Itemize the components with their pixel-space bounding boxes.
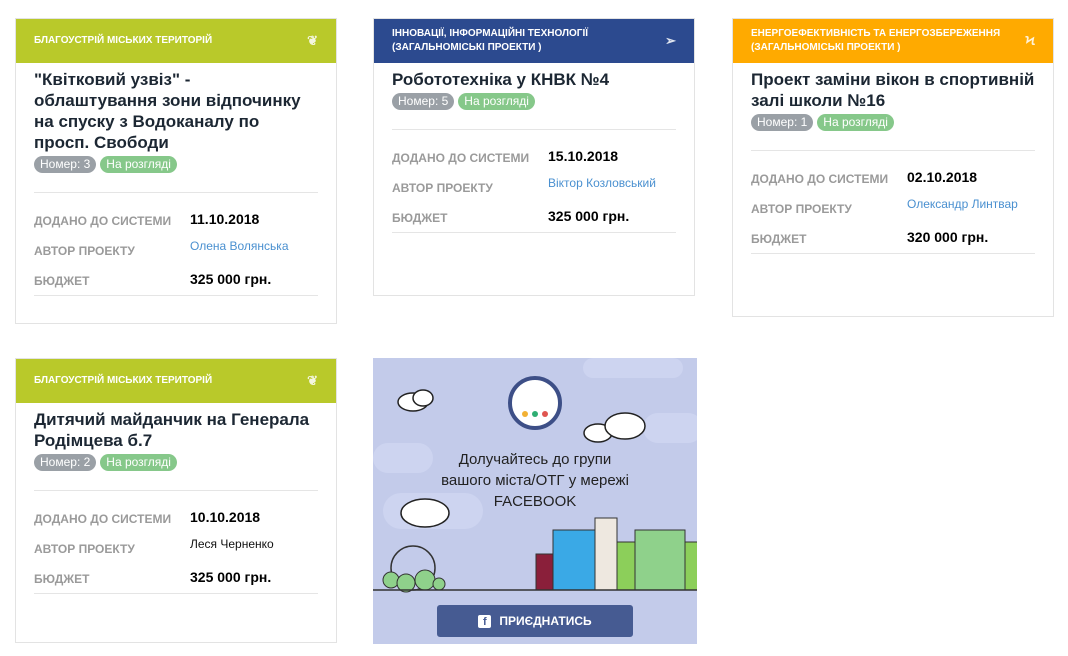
- added-date: 11.10.2018: [190, 211, 260, 227]
- number-badge: Номер: 2: [34, 454, 97, 471]
- added-label: ДОДАНО ДО СИСТЕМИ: [34, 512, 172, 526]
- category-header[interactable]: Благоустрій міських територій ❦: [16, 19, 336, 63]
- paper-plane-icon: ➢: [665, 33, 676, 48]
- facebook-banner: Долучайтесь до групи вашого міста/ОТГ у …: [373, 358, 697, 644]
- budget-label: БЮДЖЕТ: [34, 274, 90, 288]
- added-label: ДОДАНО ДО СИСТЕМИ: [392, 151, 530, 165]
- divider: [34, 192, 318, 193]
- category-label: Благоустрій міських територій: [34, 35, 213, 46]
- lightning-icon: ϟ: [1025, 33, 1035, 48]
- added-label: ДОДАНО ДО СИСТЕМИ: [34, 214, 172, 228]
- author-link[interactable]: Олена Волянська: [190, 239, 289, 253]
- status-badge: На розгляді: [100, 156, 177, 173]
- banner-line: FACEBOOK: [493, 493, 577, 510]
- category-label: Інновації, інформаційні технології (зага…: [392, 28, 588, 53]
- status-badge: На розгляді: [817, 114, 894, 131]
- banner-line: вашого міста/ОТГ у мережі: [441, 472, 629, 489]
- status-badge: На розгляді: [100, 454, 177, 471]
- number-badge: Номер: 5: [392, 93, 455, 110]
- budget-value: 325 000 грн.: [548, 208, 630, 224]
- budget-label: БЮДЖЕТ: [751, 232, 807, 246]
- project-card[interactable]: Енергоефективність та енергозбереження (…: [732, 18, 1054, 317]
- author-label: АВТОР ПРОЕКТУ: [34, 244, 135, 258]
- budget-value: 325 000 грн.: [190, 569, 272, 585]
- budget-label: БЮДЖЕТ: [392, 211, 448, 225]
- author-link[interactable]: Олександр Линтвар: [907, 197, 1018, 211]
- facebook-icon: f: [478, 614, 492, 628]
- divider: [392, 129, 676, 130]
- author-label: АВТОР ПРОЕКТУ: [392, 181, 493, 195]
- added-date: 02.10.2018: [907, 169, 978, 185]
- divider: [34, 490, 318, 491]
- added-date: 15.10.2018: [548, 148, 619, 164]
- author-link: Леся Черненко: [190, 537, 274, 551]
- city-illustration: [373, 358, 697, 593]
- leaf-icon: ❦: [307, 33, 318, 48]
- added-date: 10.10.2018: [190, 509, 261, 525]
- number-badge: Номер: 3: [34, 156, 97, 173]
- category-label: Енергоефективність та енергозбереження (…: [751, 28, 1001, 53]
- author-label: АВТОР ПРОЕКТУ: [751, 202, 852, 216]
- author-label: АВТОР ПРОЕКТУ: [34, 542, 135, 556]
- project-card[interactable]: Благоустрій міських територій ❦ Дитячий …: [15, 358, 337, 643]
- project-title[interactable]: "Квітковий узвіз" - облаштування зони ві…: [34, 70, 301, 152]
- category-header[interactable]: Інновації, інформаційні технології (зага…: [374, 19, 694, 63]
- added-label: ДОДАНО ДО СИСТЕМИ: [751, 172, 889, 186]
- divider: [392, 232, 676, 233]
- project-title[interactable]: Робототехніка у КНВК №4: [392, 70, 610, 89]
- category-header[interactable]: Енергоефективність та енергозбереження (…: [733, 19, 1053, 63]
- join-button-label: ПРИЄДНАТИСЬ: [499, 614, 592, 628]
- divider: [751, 150, 1035, 151]
- join-facebook-button[interactable]: f ПРИЄДНАТИСЬ: [437, 605, 633, 637]
- number-badge: Номер: 1: [751, 114, 814, 131]
- project-card[interactable]: Інновації, інформаційні технології (зага…: [373, 18, 695, 296]
- banner-line: Долучайтесь до групи: [458, 451, 612, 468]
- banner-text: Долучайтесь до групи вашого міста/ОТГ у …: [373, 449, 697, 512]
- project-title[interactable]: Дитячий майданчик на Генерала Родімцева …: [34, 410, 310, 450]
- divider: [34, 295, 318, 296]
- budget-value: 320 000 грн.: [907, 229, 989, 245]
- divider: [34, 593, 318, 594]
- leaf-icon: ❦: [307, 373, 318, 388]
- divider: [751, 253, 1035, 254]
- status-badge: На розгляді: [458, 93, 535, 110]
- project-card[interactable]: Благоустрій міських територій ❦ "Квітков…: [15, 18, 337, 324]
- project-title[interactable]: Проект заміни вікон в спортивній залі шк…: [751, 70, 1035, 110]
- budget-label: БЮДЖЕТ: [34, 572, 90, 586]
- author-link[interactable]: Віктор Козловський: [548, 176, 656, 190]
- category-label: Благоустрій міських територій: [34, 375, 213, 386]
- budget-value: 325 000 грн.: [190, 271, 272, 287]
- category-header[interactable]: Благоустрій міських територій ❦: [16, 359, 336, 403]
